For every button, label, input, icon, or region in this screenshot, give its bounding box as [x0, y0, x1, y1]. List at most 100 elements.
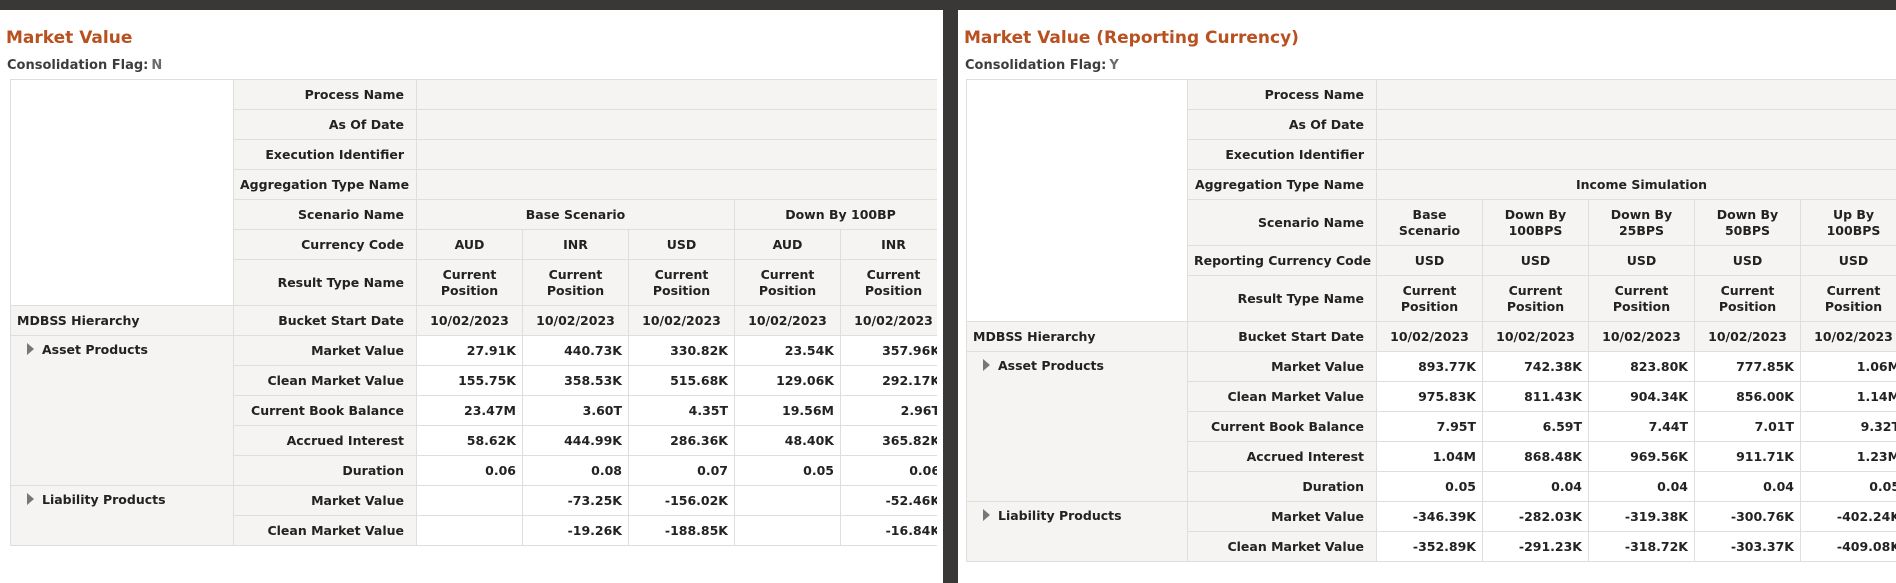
table-viewport: Process Name As Of Date Execution Identifi…: [966, 79, 1896, 576]
header-label: Result Type Name: [1187, 275, 1377, 322]
expand-icon[interactable]: [983, 509, 990, 521]
header-label: Aggregation Type Name: [233, 169, 417, 200]
measure-value: 4.35T: [628, 395, 735, 426]
measure-value: 0.06: [839, 455, 937, 486]
hierarchy-label: MDBSS Hierarchy: [966, 321, 1188, 352]
measure-value: 129.06K: [734, 365, 841, 396]
header-row: Scenario Name Base Scenario Down By 100BPS…: [967, 199, 1896, 246]
bucket-date: 10/02/2023: [1799, 321, 1896, 352]
header-value: [415, 109, 937, 140]
header-value: Current Position: [1694, 275, 1801, 322]
measure-value: 742.38K: [1482, 351, 1589, 382]
header-value: [1375, 139, 1896, 170]
header-value: USD: [1482, 245, 1589, 276]
header-row: Execution Identifier: [11, 139, 937, 170]
measure-value: 0.05: [734, 455, 841, 486]
header-row: Scenario Name Base Scenario Down By 100BP: [11, 199, 937, 230]
measure-value: 893.77K: [1376, 351, 1483, 382]
measure-value: 0.08: [522, 455, 629, 486]
header-value: USD: [628, 229, 735, 260]
measure-value: 975.83K: [1376, 381, 1483, 412]
panel-title: Market Value: [6, 28, 133, 48]
data-row: Accrued Interest 1.04M 868.48K 969.56K 911.7…: [967, 441, 1896, 472]
panel: Market Value (Reporting Currency) Consoli…: [958, 10, 1896, 583]
measure-label: Accrued Interest: [1187, 441, 1377, 472]
bucket-date: 10/02/2023: [1588, 321, 1695, 352]
measure-value: 856.00K: [1694, 381, 1801, 412]
bucket-date: 10/02/2023: [1376, 321, 1483, 352]
node-name: Asset Products: [42, 342, 148, 357]
consolidation-flag: Consolidation Flag: N: [7, 58, 162, 73]
measure-value: -73.25K: [522, 485, 629, 516]
header-label: Bucket Start Date: [1187, 321, 1377, 352]
measure-label: Clean Market Value: [233, 365, 417, 396]
node-name: Asset Products: [998, 358, 1104, 373]
header-value: AUD: [734, 229, 841, 260]
measure-value: -409.08K: [1799, 531, 1896, 562]
measure-label: Market Value: [233, 485, 417, 516]
measure-value: 1.14M: [1799, 381, 1896, 412]
measure-value: 444.99K: [522, 425, 629, 456]
measure-value: 7.01T: [1694, 411, 1801, 442]
header-label: Bucket Start Date: [233, 305, 417, 336]
measure-value: 440.73K: [522, 335, 629, 366]
header-label: As Of Date: [1187, 109, 1377, 140]
table-body: Process Name As Of Date Execution Identifi…: [966, 79, 1896, 562]
header-value: [415, 169, 937, 200]
measure-value: 1.23M: [1799, 441, 1896, 472]
header-value: [1375, 79, 1896, 110]
measure-value: 155.75K: [416, 365, 523, 396]
header-value: [1375, 109, 1896, 140]
header-row: Result Type Name Current Position Current …: [11, 259, 937, 306]
measure-label: Market Value: [1187, 351, 1377, 382]
header-label: Scenario Name: [1187, 199, 1377, 246]
header-value: USD: [1694, 245, 1801, 276]
bucket-date: 10/02/2023: [522, 305, 629, 336]
measure-value: 292.17K: [839, 365, 937, 396]
table-body: Process Name As Of Date Execution Identifi…: [10, 79, 937, 546]
measure-value: 330.82K: [628, 335, 735, 366]
measure-value: -352.89K: [1376, 531, 1483, 562]
measure-value: 3.60T: [522, 395, 629, 426]
header-value: INR: [522, 229, 629, 260]
header-row: Execution Identifier: [967, 139, 1896, 170]
date-row: MDBSS Hierarchy Bucket Start Date 10/02/20…: [10, 305, 937, 336]
measure-value: 904.34K: [1588, 381, 1695, 412]
header-value: Down By 25BPS: [1588, 199, 1695, 246]
measure-label: Duration: [1187, 471, 1377, 502]
hierarchy-label: MDBSS Hierarchy: [10, 305, 234, 336]
header-label: Process Name: [1187, 79, 1377, 110]
header-value: [415, 139, 937, 170]
measure-value: 6.59T: [1482, 411, 1589, 442]
measure-value: 1.04M: [1376, 441, 1483, 472]
expand-icon[interactable]: [983, 359, 990, 371]
expand-icon[interactable]: [27, 343, 34, 355]
header-value: [415, 79, 937, 110]
measure-value: 0.05: [1376, 471, 1483, 502]
header-value: USD: [1799, 245, 1896, 276]
data-row: Duration 0.06 0.08 0.07 0.05 0.06: [11, 455, 937, 486]
data-row: Clean Market Value -352.89K -291.23K -318.7…: [967, 531, 1896, 562]
measure-value: 9.32T: [1799, 411, 1896, 442]
node-name: Liability Products: [998, 508, 1122, 523]
measure-value: [734, 485, 841, 516]
header-row: Process Name: [966, 79, 1896, 322]
measure-value: -291.23K: [1482, 531, 1589, 562]
measure-label: Accrued Interest: [233, 425, 417, 456]
date-row: MDBSS Hierarchy Bucket Start Date 10/02/20…: [966, 321, 1896, 352]
header-row: Aggregation Type Name: [11, 169, 937, 200]
expand-icon[interactable]: [27, 493, 34, 505]
measure-value: 357.96K: [839, 335, 937, 366]
measure-value: -300.76K: [1694, 501, 1801, 532]
measure-value: 811.43K: [1482, 381, 1589, 412]
flag-label: Consolidation Flag:: [965, 58, 1107, 73]
measure-value: -303.37K: [1694, 531, 1801, 562]
header-value: Current Position: [1588, 275, 1695, 322]
header-value: Current Position: [628, 259, 735, 306]
measure-label: Clean Market Value: [233, 515, 417, 546]
header-value: Current Position: [522, 259, 629, 306]
measure-value: -319.38K: [1588, 501, 1695, 532]
measure-value: 0.04: [1482, 471, 1589, 502]
measure-label: Current Book Balance: [1187, 411, 1377, 442]
